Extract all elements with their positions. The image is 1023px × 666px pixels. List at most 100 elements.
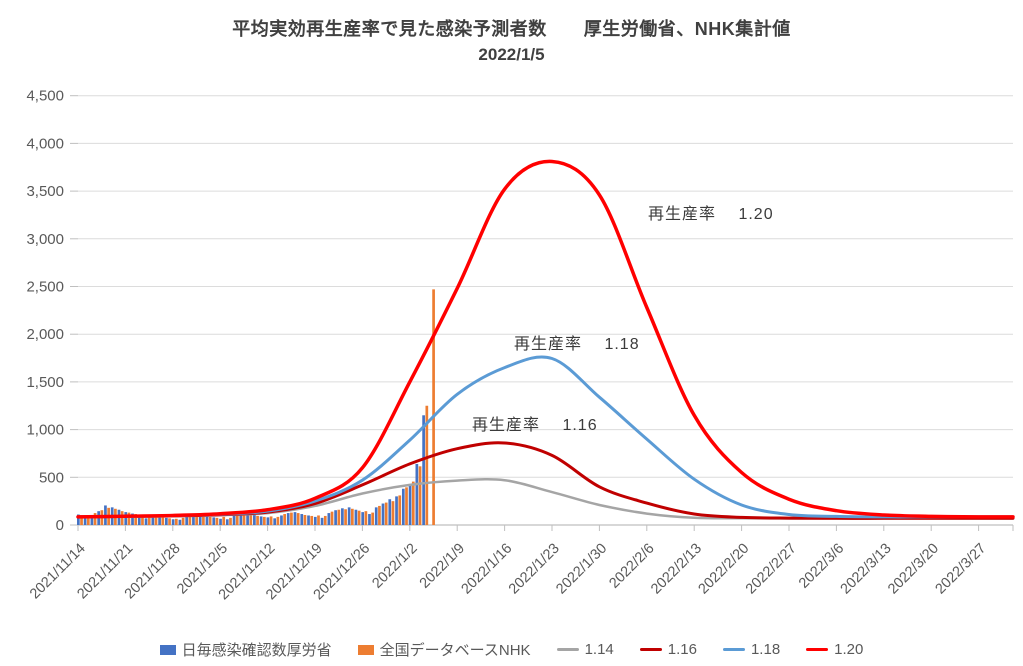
bar-nhk	[310, 515, 314, 525]
bar-nhk	[330, 511, 334, 525]
bar-nhk	[229, 517, 232, 525]
bar-mhlw	[232, 515, 236, 525]
bar-nhk	[276, 516, 280, 525]
bar-mhlw	[374, 507, 378, 525]
bar-nhk	[303, 514, 307, 525]
legend-label: 1.18	[750, 641, 781, 658]
bar-mhlw	[266, 517, 270, 525]
projection-line-1.18	[76, 355, 1015, 519]
bar-mhlw	[273, 518, 277, 525]
legend-marker-square	[357, 644, 374, 655]
x-axis-label: 2022/3/13	[838, 541, 895, 598]
legend-item-1.16: 1.16	[639, 641, 697, 658]
bar-nhk	[86, 517, 90, 525]
y-axis-label: 4,500	[26, 88, 64, 105]
y-axis-label: 2,500	[26, 279, 64, 296]
bar-mhlw	[408, 483, 412, 525]
bar-nhk	[147, 515, 151, 525]
bar-nhk	[384, 502, 388, 525]
projection-line-1.20	[76, 159, 1015, 519]
legend-item-1.18: 1.18	[722, 641, 781, 658]
bar-mhlw	[341, 508, 344, 525]
x-axis-label: 2022/2/13	[648, 541, 705, 598]
annotation-reproduction-rate-1.18: 再生産率 1.18	[514, 336, 640, 353]
bar-nhk	[337, 509, 341, 525]
bar-mhlw	[401, 488, 405, 525]
bar-mhlw	[280, 515, 283, 525]
bar-mhlw	[395, 496, 398, 525]
x-axis-label: 2022/2/27	[743, 541, 800, 598]
legend-label: 1.14	[584, 641, 614, 658]
bar-nhk	[181, 517, 185, 525]
bar-nhk	[174, 518, 178, 525]
bar-mhlw	[415, 463, 419, 525]
x-axis-label: 2022/1/30	[553, 541, 610, 598]
bar-nhk	[256, 515, 259, 525]
bar-nhk	[222, 516, 226, 525]
bar-mhlw	[313, 516, 317, 525]
legend-item-1.14: 1.14	[556, 641, 614, 658]
legend-marker-square	[159, 644, 176, 655]
bar-mhlw	[381, 503, 385, 525]
bar-nhk	[411, 481, 415, 525]
bar-mhlw	[253, 514, 256, 525]
bar-mhlw	[354, 509, 358, 525]
bar-mhlw	[171, 519, 175, 525]
bar-nhk	[154, 516, 158, 525]
legend-label: 1.16	[667, 641, 697, 658]
bar-mhlw	[137, 514, 141, 525]
bar-nhk	[364, 511, 368, 525]
bar-nhk	[242, 514, 246, 525]
y-axis-label: 4,000	[26, 135, 64, 152]
x-axis-label: 2022/1/16	[458, 541, 515, 598]
y-axis-label: 3,000	[26, 231, 64, 248]
bar-nhk	[168, 518, 171, 525]
y-axis-label: 3,500	[26, 183, 64, 200]
bar-mhlw	[246, 513, 249, 525]
bar-nhk	[195, 514, 198, 525]
bar-nhk	[283, 514, 286, 525]
x-axis-label: 2022/2/20	[695, 541, 752, 598]
bar-nhk	[323, 515, 327, 525]
bar-nhk	[141, 514, 144, 525]
bar-nhk	[432, 289, 435, 525]
y-axis-label: 0	[56, 517, 64, 534]
x-axis-label: 2022/1/23	[506, 541, 563, 598]
bar-mhlw	[361, 512, 365, 525]
legend-label: 全国データベースNHK	[379, 642, 531, 659]
bar-nhk	[425, 405, 429, 525]
bar-mhlw	[165, 517, 168, 525]
bar-mhlw	[225, 519, 229, 525]
bar-nhk	[249, 514, 253, 525]
bar-mhlw	[334, 510, 337, 525]
bar-nhk	[202, 514, 205, 525]
bar-mhlw	[77, 514, 80, 525]
legend-item-全国データベースNHK: 全国データベースNHK	[357, 639, 531, 660]
bar-mhlw	[347, 507, 351, 525]
bar-mhlw	[90, 515, 94, 525]
bar-nhk	[208, 516, 212, 525]
bar-nhk	[235, 514, 239, 525]
bar-mhlw	[219, 518, 222, 525]
bar-nhk	[120, 511, 124, 525]
legend-marker-line	[806, 648, 829, 651]
legend-item-日毎感染確認数厚労省: 日毎感染確認数厚労省	[159, 639, 332, 660]
bar-nhk	[80, 515, 83, 525]
annotation-reproduction-rate-1.20: 再生産率 1.20	[648, 206, 774, 223]
bar-mhlw	[83, 517, 87, 525]
bar-mhlw	[327, 513, 331, 525]
bar-nhk	[134, 514, 138, 525]
bar-nhk	[344, 509, 347, 525]
bar-nhk	[215, 517, 219, 525]
y-axis-label: 2,000	[26, 326, 64, 343]
x-axis-label: 2022/1/2	[369, 541, 420, 592]
bar-nhk	[262, 516, 266, 525]
legend-label: 日毎感染確認数厚労省	[181, 642, 332, 659]
x-axis-label: 2022/3/20	[885, 541, 942, 598]
bar-nhk	[127, 512, 131, 525]
bar-mhlw	[198, 514, 202, 525]
bar-mhlw	[422, 415, 425, 525]
bar-mhlw	[259, 516, 263, 525]
bar-mhlw	[368, 514, 371, 525]
